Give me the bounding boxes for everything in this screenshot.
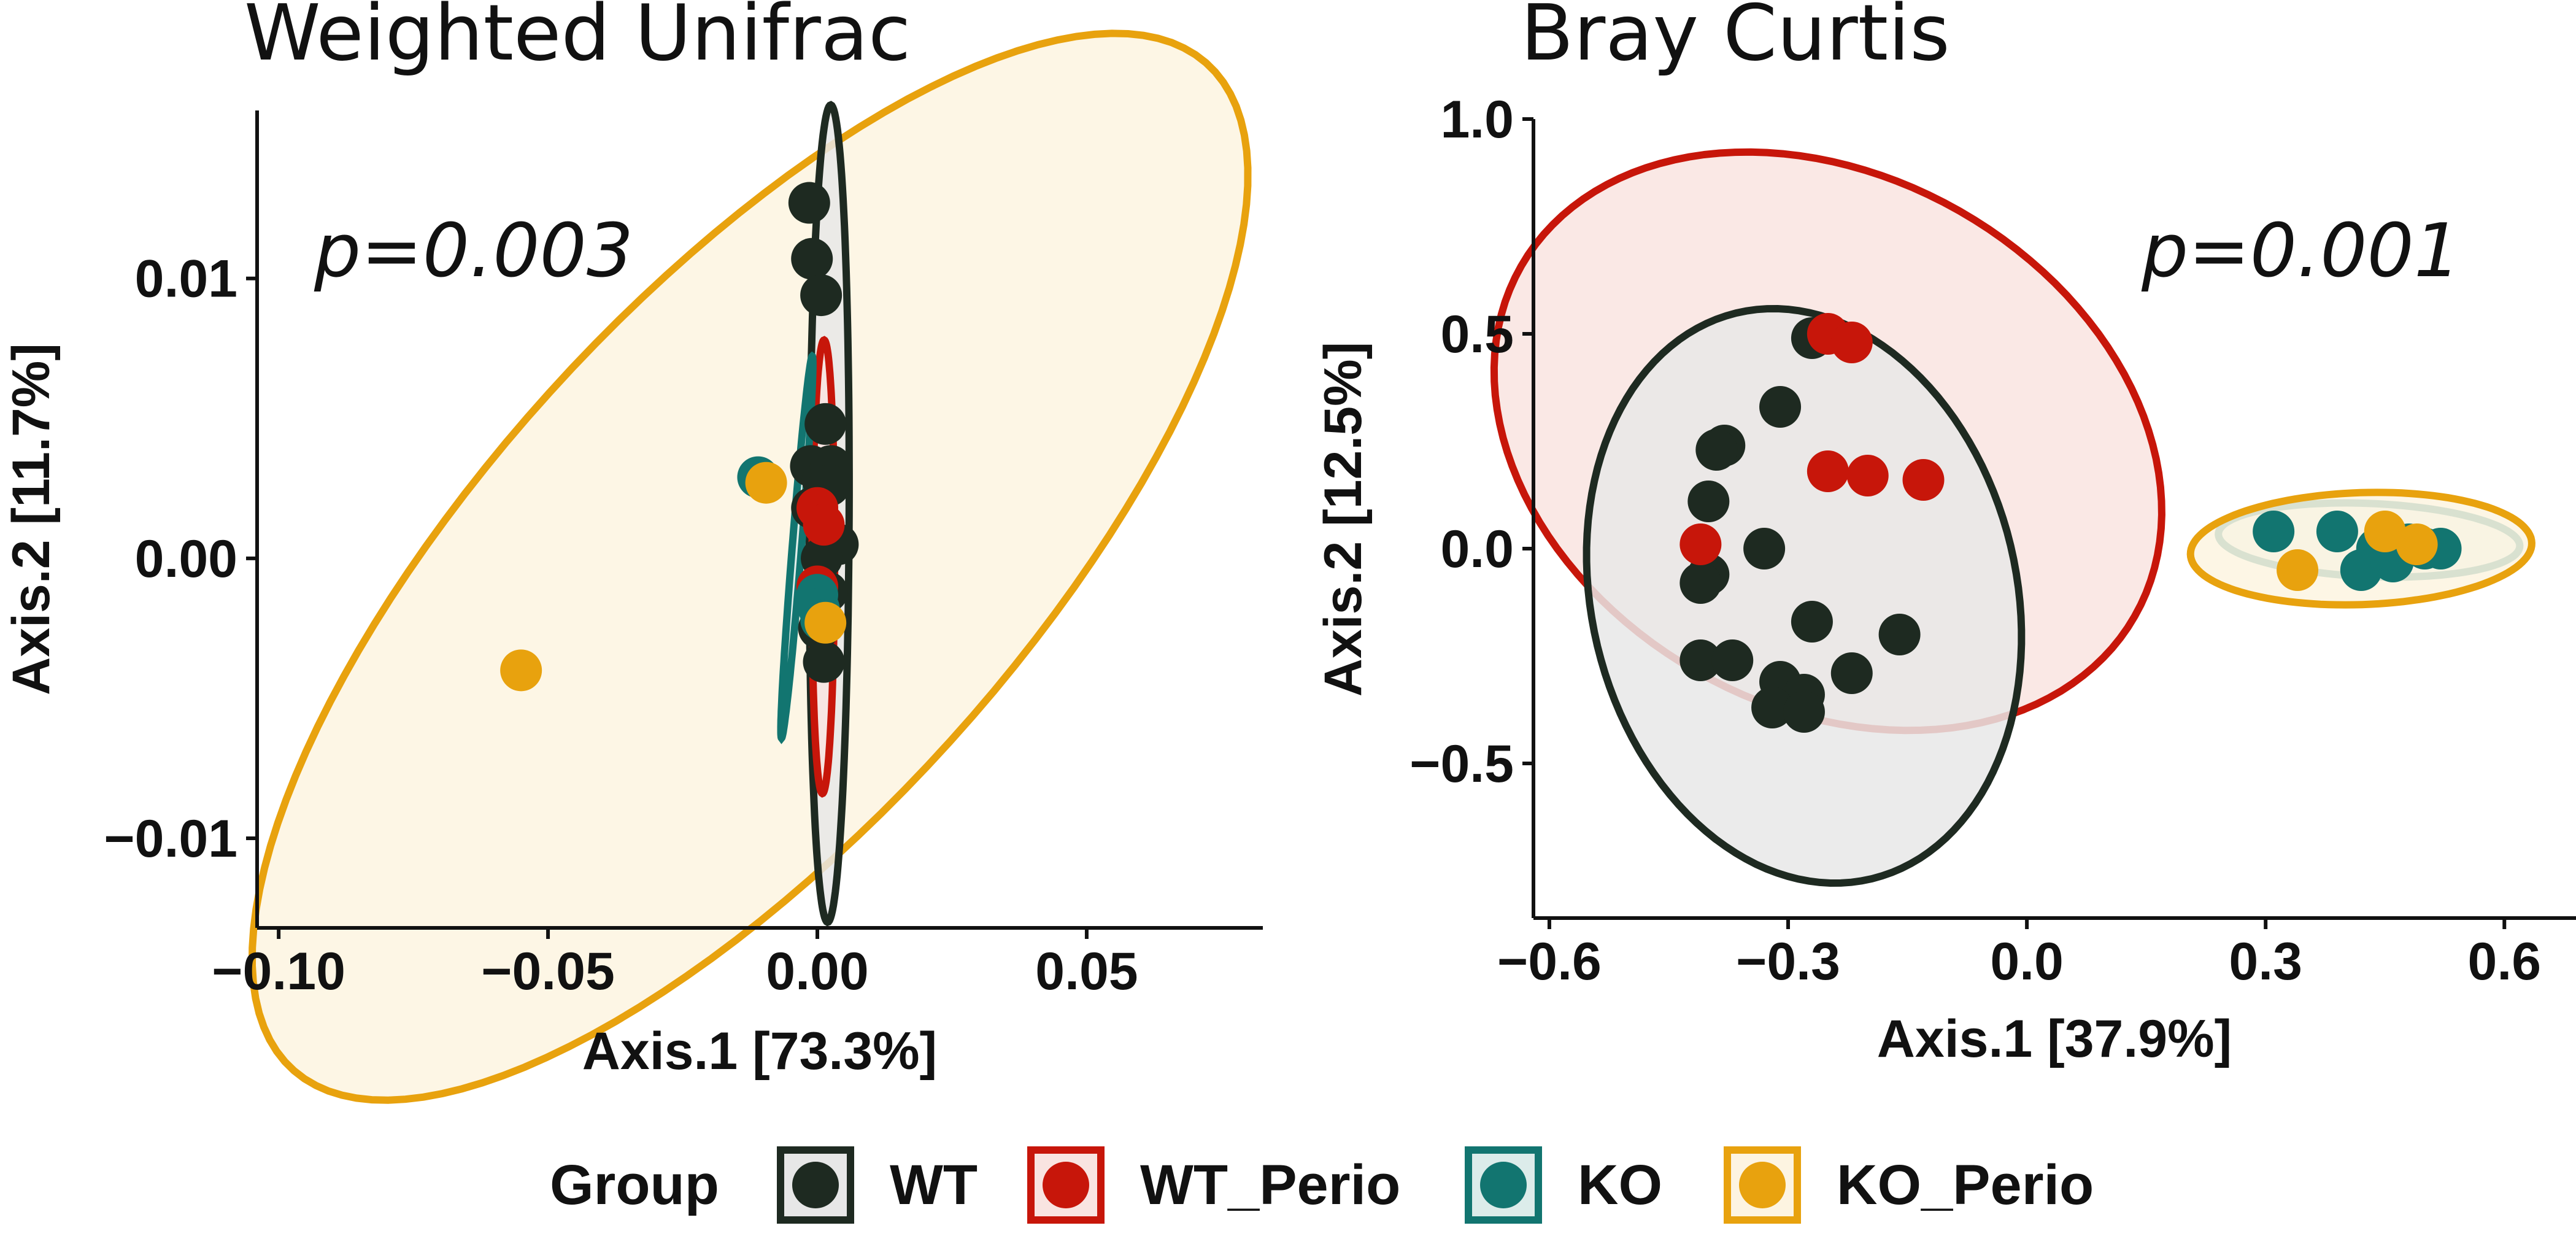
x-tick-label: −0.10: [212, 942, 345, 1001]
point-ko: [2316, 511, 2358, 552]
point-wt-perio: [803, 504, 845, 546]
y-tick-label: 0.0: [1440, 520, 1514, 579]
y-tick-label: −0.01: [104, 809, 237, 868]
points-layer: [1679, 313, 2462, 733]
point-wt: [788, 182, 830, 224]
point-wt: [1695, 429, 1738, 471]
legend-key-marker: [1480, 1162, 1527, 1208]
point-wt: [1783, 691, 1825, 733]
point-wt: [1791, 601, 1833, 643]
point-ko-perio: [2396, 523, 2438, 565]
point-ko-perio: [500, 649, 542, 692]
chart-title: Bray Curtis: [1521, 0, 1950, 78]
point-ko-perio: [2364, 511, 2406, 552]
ellipse-wt: [1583, 304, 2026, 887]
ellipse-ko-perio: [248, 29, 1252, 1104]
ellipse-layer: [1490, 148, 2536, 887]
point-wt-perio: [1830, 322, 1873, 363]
point-wt: [1679, 639, 1722, 681]
point-wt-perio: [1807, 450, 1849, 492]
bray-curtis-panel: Bray Curtis p=0.001 −0.6 −0.3 0.0 0.3 0.6 −0.5 0…: [1314, 0, 2576, 1068]
point-wt: [800, 274, 843, 317]
y-tick-label: 0.01: [135, 250, 237, 309]
x-tick-label: 0.00: [766, 942, 868, 1001]
y-tick-label: 0.5: [1440, 305, 1514, 364]
legend-label: WT: [890, 1154, 978, 1216]
legend-label: KO: [1578, 1154, 1662, 1216]
point-wt: [1878, 614, 1921, 655]
point-wt: [1679, 562, 1722, 604]
y-tick-label: 0.00: [135, 530, 237, 589]
y-tick-label: 1.0: [1440, 90, 1514, 149]
x-tick-label: 0.3: [2229, 932, 2302, 991]
x-tick-label: 0.6: [2467, 932, 2541, 991]
point-ko: [2253, 511, 2295, 552]
point-wt: [1830, 652, 1873, 694]
point-ko-perio: [2277, 549, 2319, 591]
legend: Group WT WT_Perio KO KO_Perio: [550, 1146, 2094, 1224]
legend-label: KO_Perio: [1837, 1154, 2094, 1216]
legend-key-marker: [792, 1162, 839, 1208]
y-axis-title: Axis.2 [12.5%]: [1314, 342, 1373, 697]
x-tick-label: 0.0: [1990, 932, 2064, 991]
point-wt: [1687, 481, 1730, 522]
points-layer: [500, 182, 859, 692]
p-value-annotation: p=0.003: [314, 209, 633, 294]
point-wt: [1759, 386, 1802, 428]
x-tick-label: 0.05: [1035, 942, 1138, 1001]
x-axis-title: Axis.1 [73.3%]: [582, 1022, 937, 1081]
weighted-unifrac-panel: Weighted Unifrac p=0.003 −0.10 −0.05 0.00 0.0…: [2, 0, 1263, 1104]
point-ko: [2340, 549, 2382, 591]
x-axis-title: Axis.1 [37.9%]: [1877, 1010, 2232, 1068]
point-wt: [1751, 687, 1794, 728]
chart-title: Weighted Unifrac: [244, 0, 911, 78]
point-wt: [791, 237, 833, 280]
ellipse-layer: [248, 29, 1252, 1104]
point-wt: [804, 403, 847, 445]
x-tick-label: −0.05: [481, 942, 615, 1001]
point-wt: [803, 641, 845, 683]
legend-title: Group: [550, 1154, 719, 1216]
y-tick-label: −0.5: [1409, 735, 1514, 793]
point-wt-perio: [1846, 455, 1889, 496]
legend-key-marker: [1043, 1162, 1089, 1208]
y-axis-title: Axis.2 [11.7%]: [2, 343, 61, 695]
point-wt: [1743, 528, 1786, 569]
point-ko-perio: [745, 461, 787, 504]
x-tick-label: −0.6: [1497, 932, 1602, 991]
point-wt-perio: [1679, 523, 1722, 565]
p-value-annotation: p=0.001: [2141, 209, 2461, 294]
legend-label: WT_Perio: [1140, 1154, 1400, 1216]
x-tick-label: −0.3: [1736, 932, 1840, 991]
point-ko-perio: [804, 601, 847, 644]
point-wt: [1711, 639, 1754, 681]
point-wt-perio: [1902, 459, 1945, 501]
legend-key-marker: [1739, 1162, 1786, 1208]
